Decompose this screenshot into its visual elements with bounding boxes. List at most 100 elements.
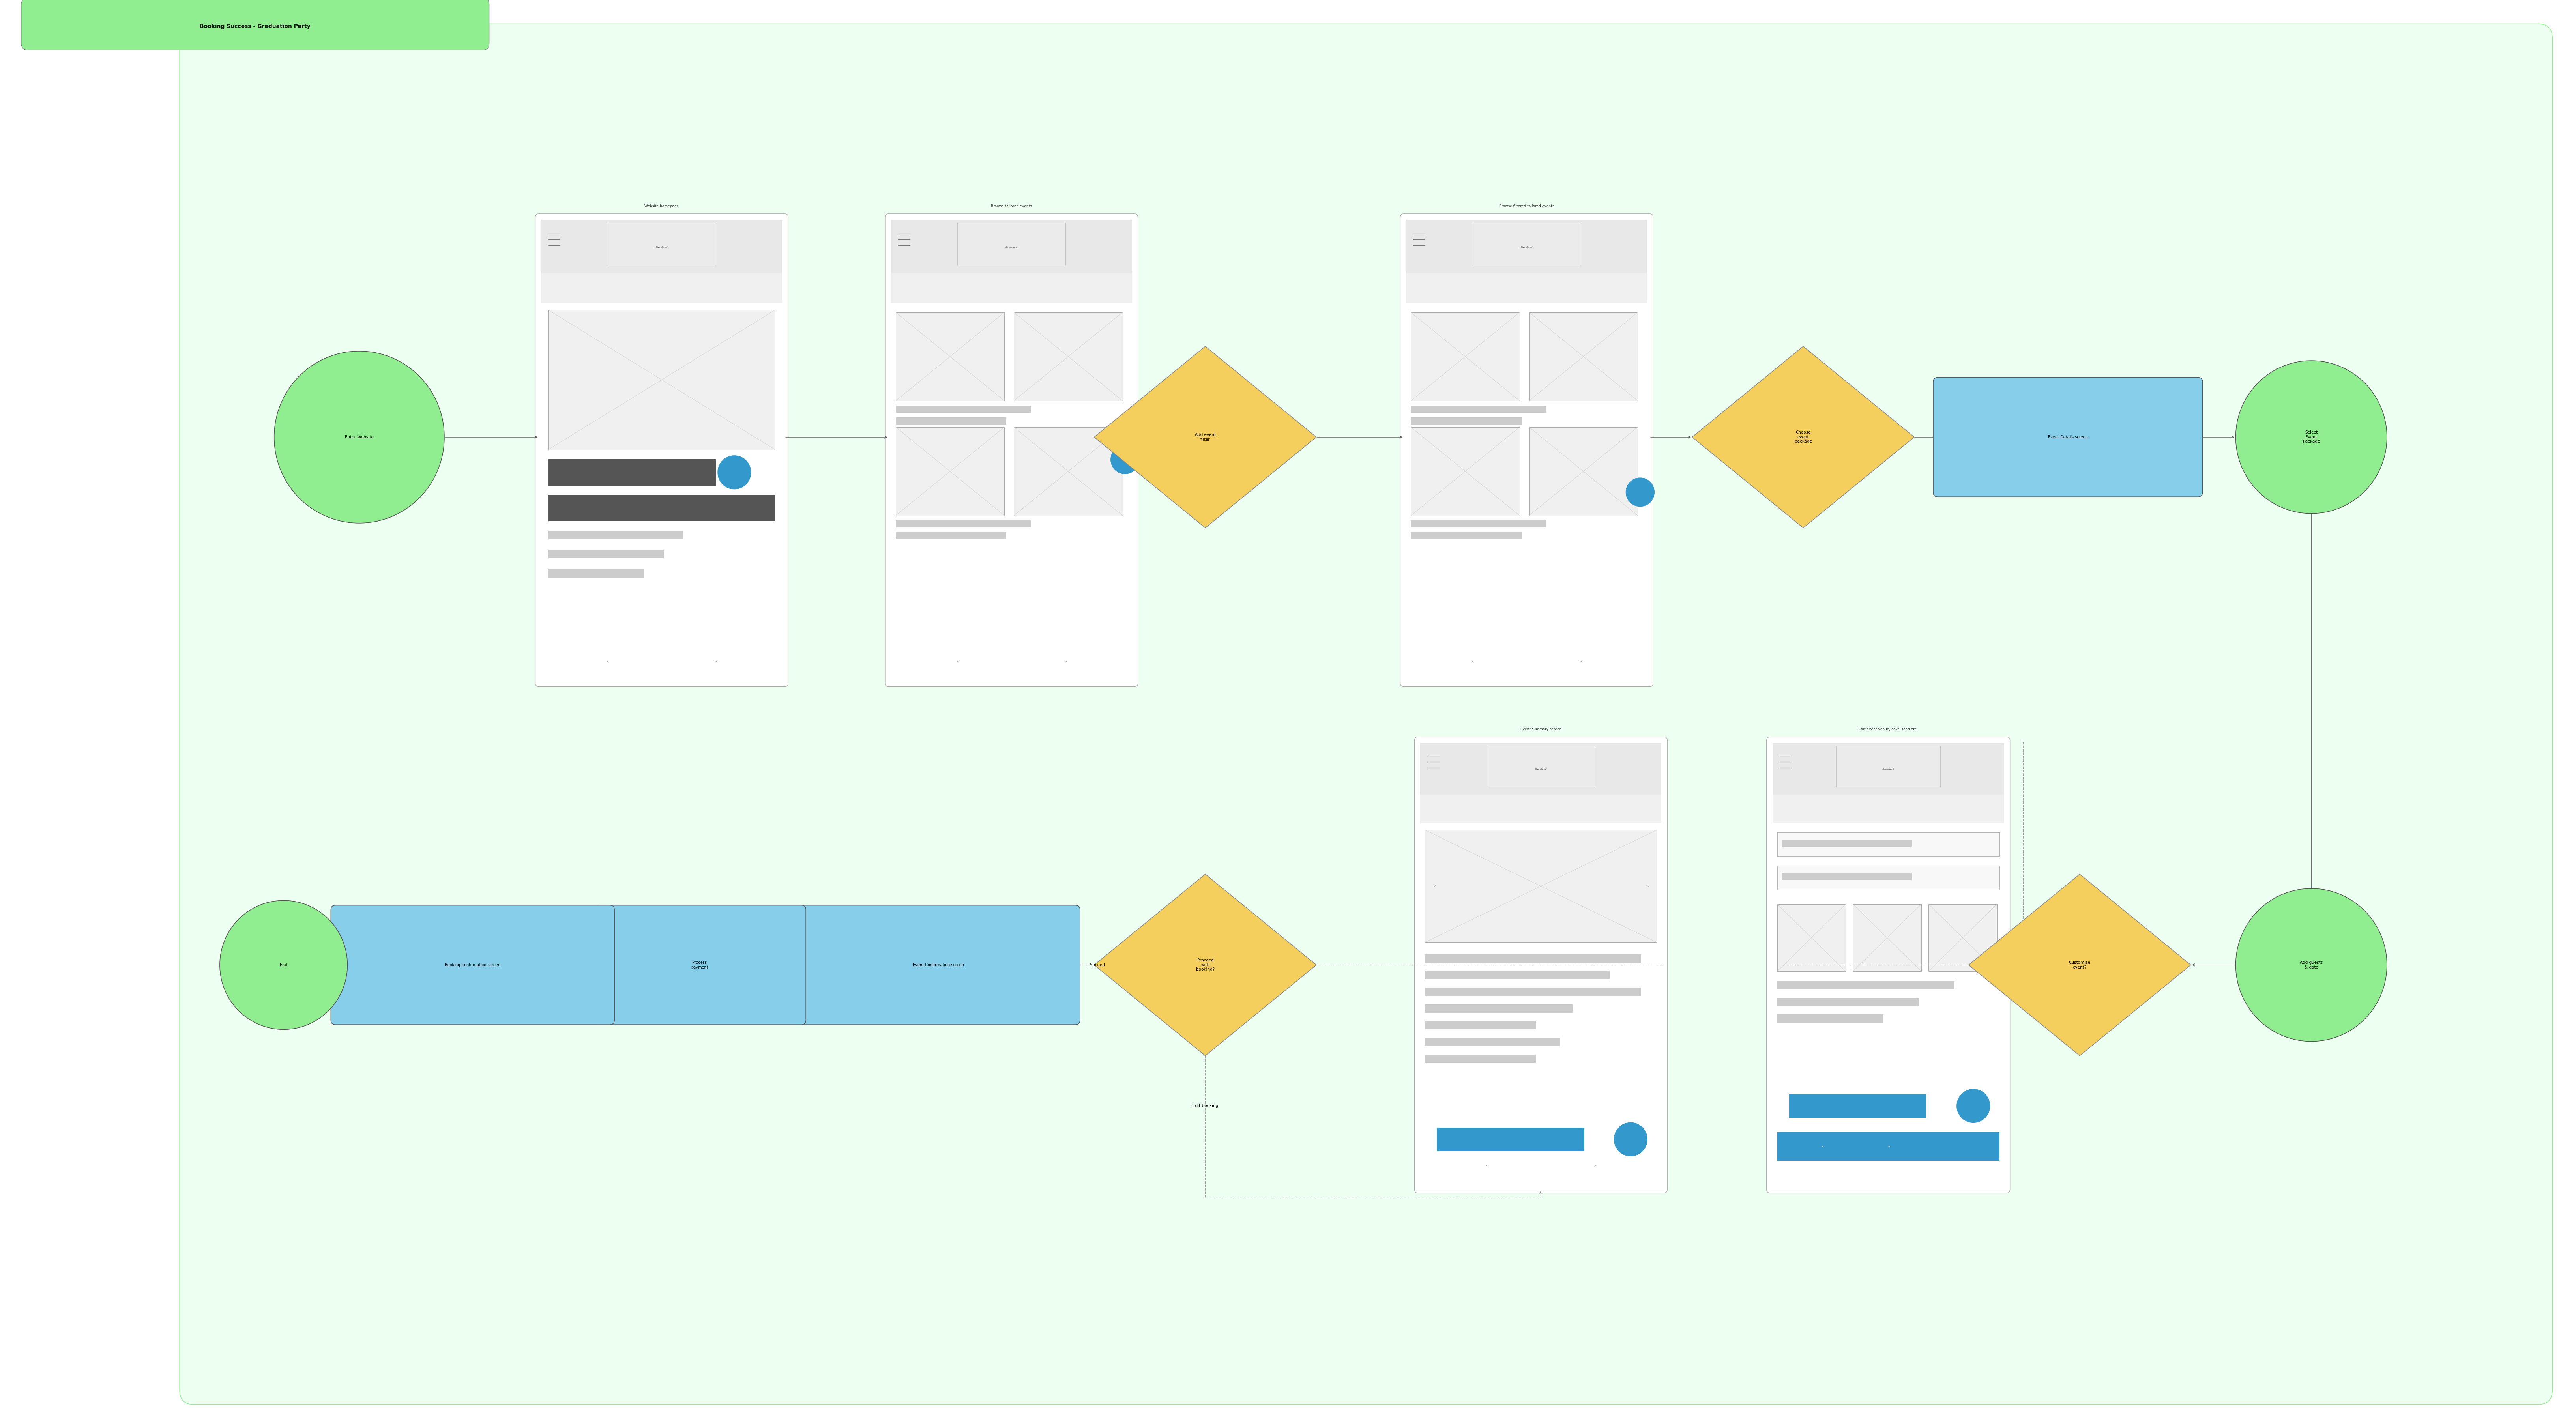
Bar bbox=[1419, 795, 1662, 823]
Bar bbox=[541, 219, 783, 273]
Text: Browse tailored events: Browse tailored events bbox=[992, 204, 1033, 208]
FancyBboxPatch shape bbox=[536, 214, 788, 687]
Bar bbox=[1419, 742, 1662, 795]
Bar bbox=[891, 219, 1131, 273]
Text: Booking Success - Graduation Party: Booking Success - Graduation Party bbox=[201, 24, 312, 30]
Text: Event Confirmation screen: Event Confirmation screen bbox=[912, 963, 963, 967]
Text: Browse filtered tailored events: Browse filtered tailored events bbox=[1499, 204, 1553, 208]
Bar bbox=[1530, 312, 1638, 400]
Bar bbox=[1412, 427, 1520, 516]
Text: Event Details screen: Event Details screen bbox=[2048, 436, 2087, 440]
FancyBboxPatch shape bbox=[592, 905, 806, 1025]
Text: Edit booking: Edit booking bbox=[1193, 1104, 1218, 1107]
Text: <: < bbox=[1486, 1164, 1489, 1168]
Circle shape bbox=[1958, 1089, 1989, 1123]
Bar bbox=[549, 550, 665, 559]
Bar bbox=[1425, 1038, 1561, 1046]
Circle shape bbox=[2236, 361, 2388, 513]
Text: <: < bbox=[1432, 884, 1435, 888]
Bar bbox=[1929, 904, 1996, 971]
Circle shape bbox=[2236, 888, 2388, 1041]
Bar bbox=[541, 273, 783, 303]
Bar bbox=[1015, 427, 1123, 516]
FancyBboxPatch shape bbox=[21, 0, 489, 49]
Bar bbox=[1772, 742, 2004, 795]
Text: <: < bbox=[605, 660, 608, 663]
Text: Questuod: Questuod bbox=[1883, 768, 1893, 769]
Text: <: < bbox=[1821, 1145, 1824, 1148]
Bar bbox=[1412, 417, 1522, 424]
Bar bbox=[1473, 223, 1582, 266]
Bar bbox=[1777, 1014, 1883, 1022]
Bar bbox=[1406, 273, 1646, 303]
Text: >: > bbox=[1886, 1145, 1891, 1148]
Text: Exit: Exit bbox=[281, 963, 289, 967]
Polygon shape bbox=[1692, 346, 1914, 527]
Bar bbox=[1486, 745, 1595, 788]
Bar bbox=[896, 532, 1007, 540]
Polygon shape bbox=[1095, 874, 1316, 1056]
Polygon shape bbox=[1095, 346, 1316, 527]
Bar bbox=[549, 530, 683, 539]
Bar bbox=[1412, 532, 1522, 540]
Bar bbox=[1777, 998, 1919, 1007]
Bar bbox=[1425, 830, 1656, 942]
Circle shape bbox=[219, 901, 348, 1029]
Text: >: > bbox=[1595, 1164, 1597, 1168]
FancyBboxPatch shape bbox=[1767, 737, 2009, 1193]
Bar bbox=[1530, 427, 1638, 516]
Bar bbox=[608, 223, 716, 266]
FancyBboxPatch shape bbox=[886, 214, 1139, 687]
Bar bbox=[1425, 1004, 1571, 1012]
Text: >: > bbox=[714, 660, 716, 663]
Bar bbox=[1425, 1055, 1535, 1063]
Text: Questuod: Questuod bbox=[657, 246, 667, 247]
Bar bbox=[1788, 1094, 1927, 1118]
Text: Select
Event
Package: Select Event Package bbox=[2303, 430, 2321, 444]
Text: >: > bbox=[1064, 660, 1066, 663]
Text: Event summary screen: Event summary screen bbox=[1520, 727, 1561, 731]
Text: Add guests
& date: Add guests & date bbox=[2300, 960, 2324, 969]
Circle shape bbox=[273, 351, 443, 523]
Text: Choose
event
package: Choose event package bbox=[1795, 430, 1811, 444]
Text: Questuod: Questuod bbox=[1005, 246, 1018, 247]
Bar bbox=[1777, 981, 1955, 990]
FancyBboxPatch shape bbox=[1414, 737, 1667, 1193]
Bar bbox=[891, 273, 1131, 303]
Circle shape bbox=[719, 455, 750, 489]
Bar bbox=[1772, 795, 2004, 823]
Bar bbox=[1425, 987, 1641, 995]
Bar bbox=[1412, 520, 1546, 527]
Bar bbox=[1837, 745, 1940, 788]
Bar bbox=[1783, 840, 1911, 847]
FancyBboxPatch shape bbox=[1932, 378, 2202, 496]
Bar bbox=[1015, 312, 1123, 400]
Text: Edit event venue, cake, food etc.: Edit event venue, cake, food etc. bbox=[1860, 727, 1917, 731]
Bar bbox=[1437, 1127, 1584, 1151]
Circle shape bbox=[1625, 478, 1654, 506]
Bar bbox=[549, 495, 775, 522]
Bar bbox=[549, 460, 716, 485]
Text: Process
payment: Process payment bbox=[690, 960, 708, 969]
Bar bbox=[1406, 219, 1646, 273]
Bar bbox=[1777, 865, 1999, 889]
FancyBboxPatch shape bbox=[330, 905, 616, 1025]
Text: Customise
event?: Customise event? bbox=[2069, 960, 2092, 969]
Text: <: < bbox=[1471, 660, 1473, 663]
Polygon shape bbox=[1968, 874, 2190, 1056]
FancyBboxPatch shape bbox=[796, 905, 1079, 1025]
Bar bbox=[1425, 971, 1610, 980]
Text: Proceed: Proceed bbox=[1087, 963, 1105, 967]
Bar bbox=[896, 312, 1005, 400]
Text: >: > bbox=[1646, 884, 1649, 888]
Bar bbox=[1425, 954, 1641, 963]
Bar bbox=[1777, 1133, 1999, 1161]
Text: Add event
filter: Add event filter bbox=[1195, 433, 1216, 441]
FancyBboxPatch shape bbox=[1401, 214, 1654, 687]
Text: Proceed
with
booking?: Proceed with booking? bbox=[1195, 959, 1216, 971]
Bar bbox=[549, 310, 775, 450]
Bar bbox=[896, 427, 1005, 516]
Text: Questuod: Questuod bbox=[1535, 768, 1546, 769]
Bar bbox=[1777, 904, 1847, 971]
Bar bbox=[896, 406, 1030, 413]
